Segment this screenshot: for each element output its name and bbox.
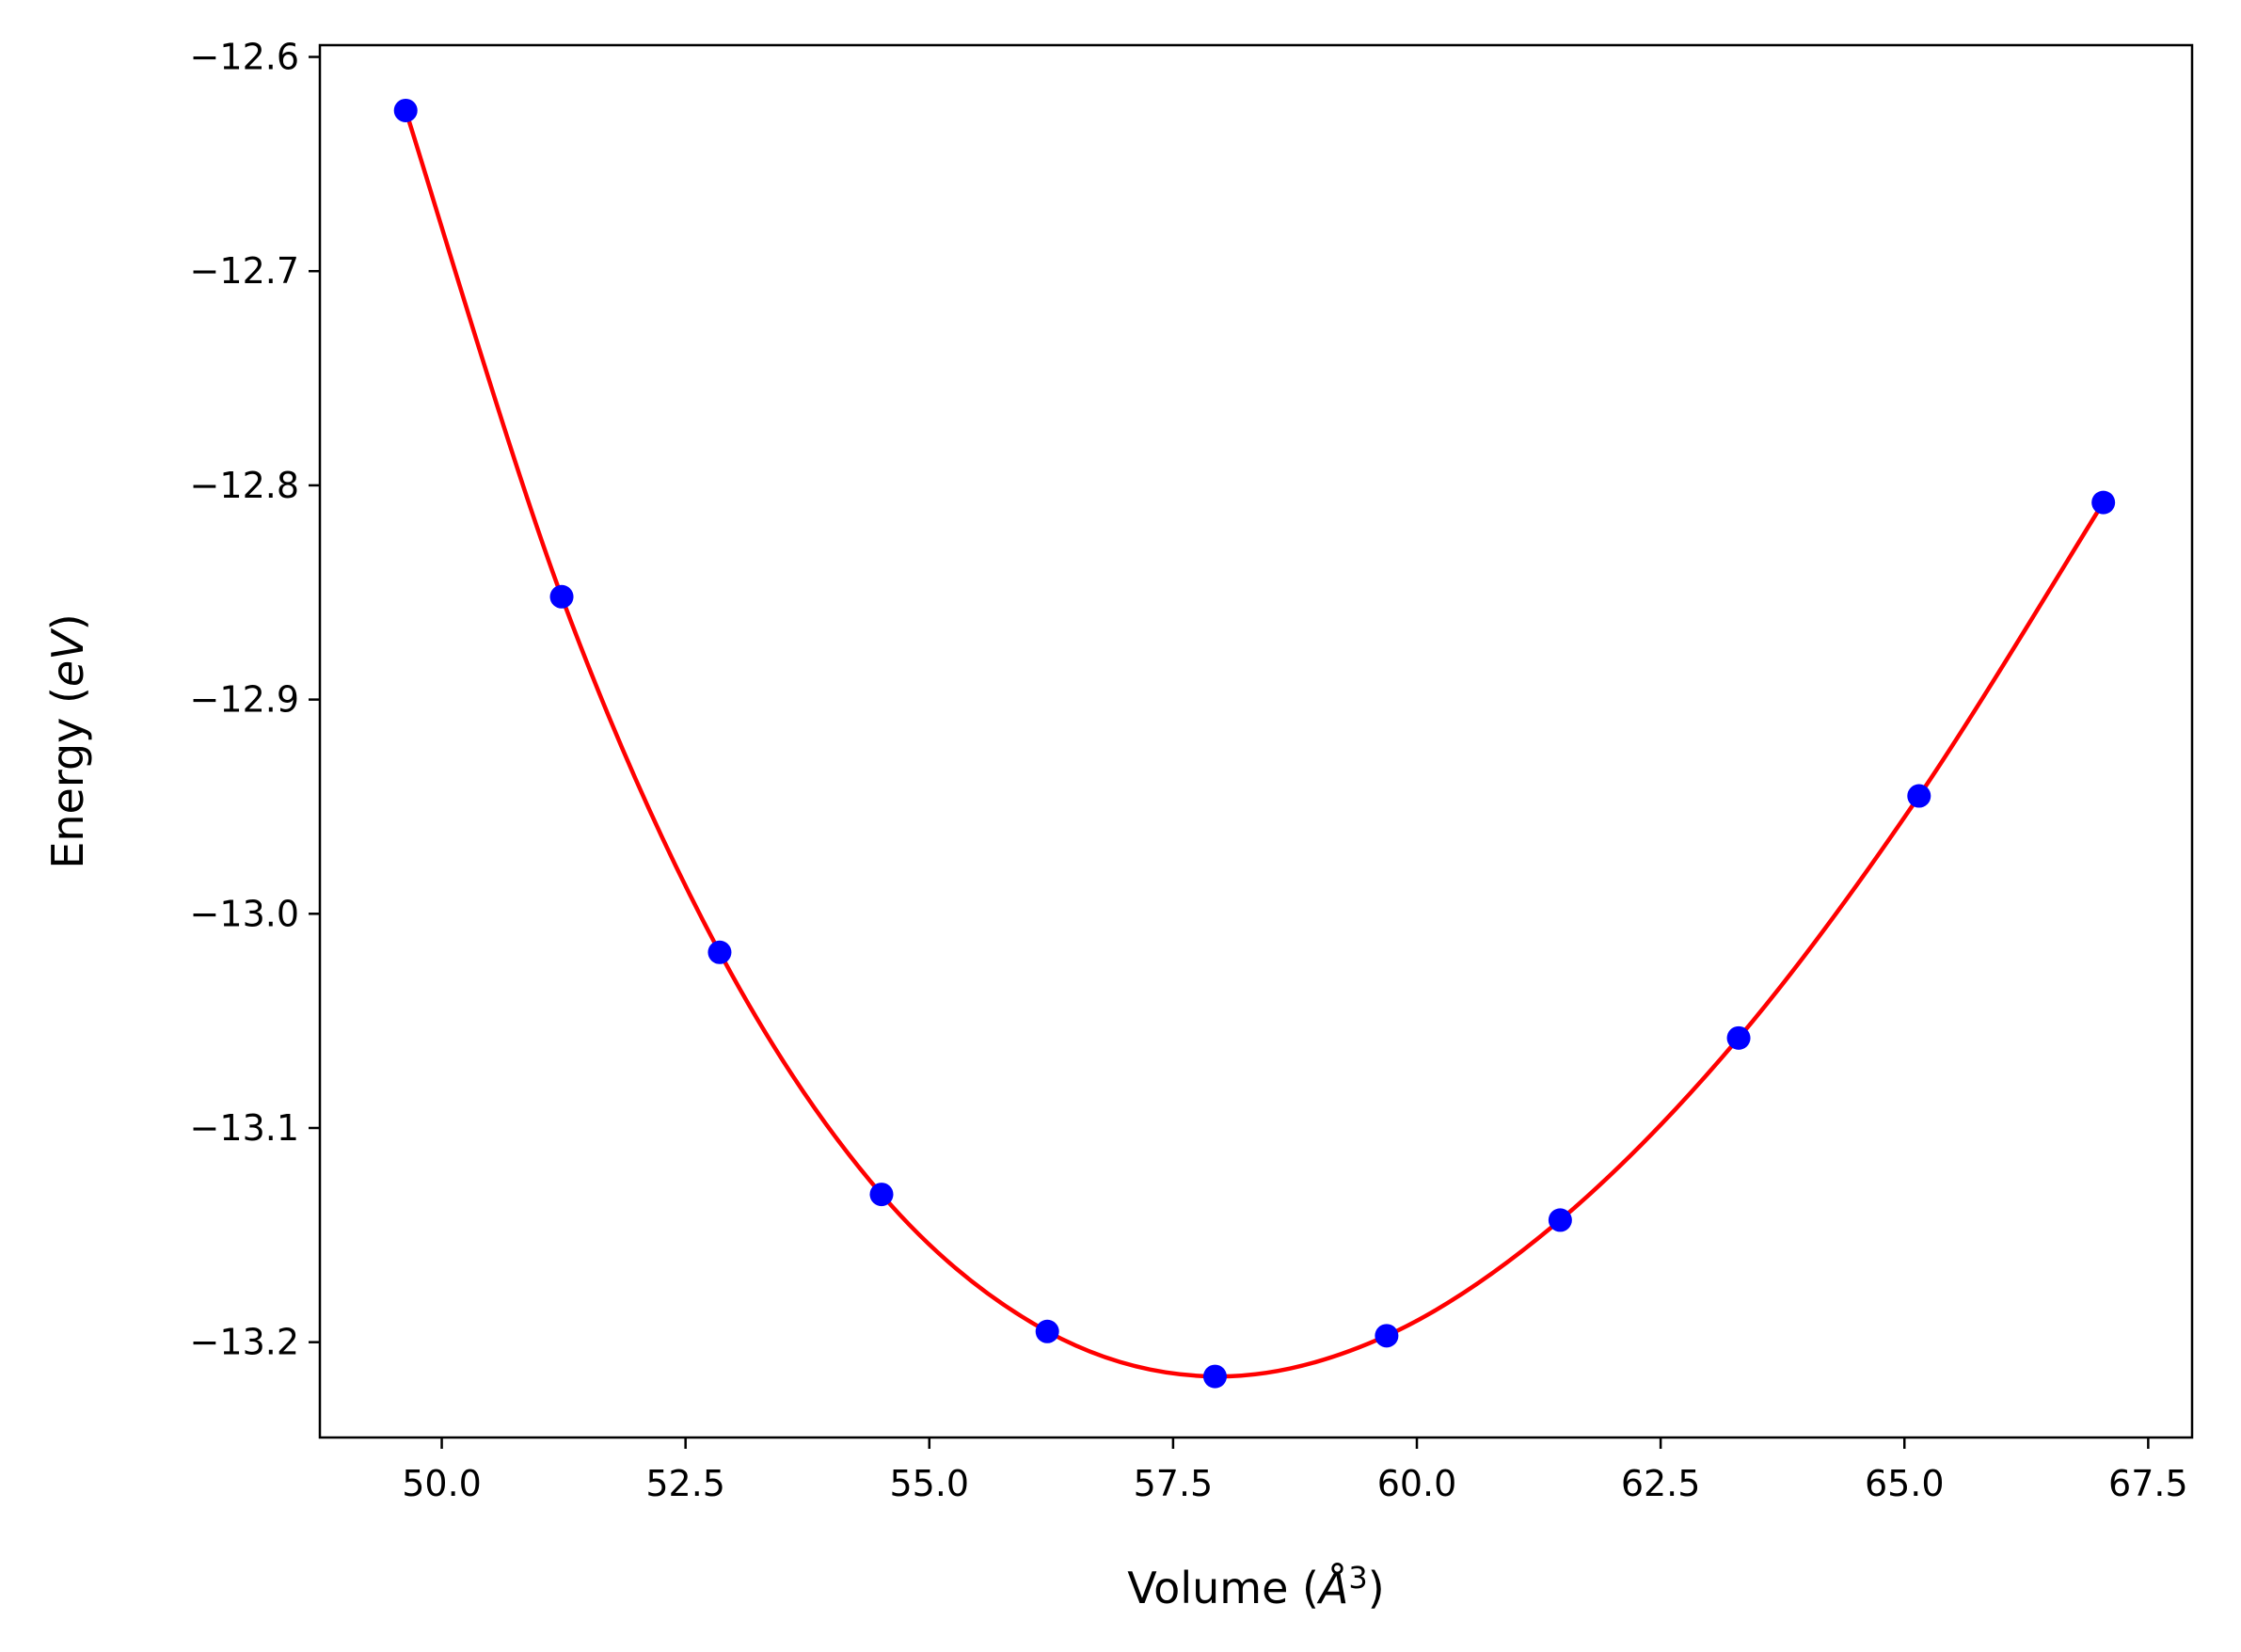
x-tick-label: 60.0	[1377, 1463, 1457, 1504]
x-tick-label: 62.5	[1621, 1463, 1701, 1504]
data-point	[1726, 1025, 1751, 1050]
x-axis-label: Volume (Å3)	[1127, 1560, 1384, 1613]
data-point	[393, 98, 418, 122]
data-point	[1035, 1319, 1059, 1343]
y-tick-label: −13.1	[190, 1107, 299, 1149]
x-tick-label: 50.0	[402, 1463, 482, 1504]
x-tick-label: 67.5	[2108, 1463, 2188, 1504]
y-axis-label-unit: eV	[42, 627, 93, 687]
plot-area	[393, 98, 2116, 1389]
y-axis-label-close: )	[42, 613, 93, 630]
y-axis-label-main: Energy (	[42, 687, 93, 869]
y-tick-label: −12.8	[190, 465, 299, 506]
data-point	[1202, 1364, 1227, 1389]
data-point	[1375, 1324, 1399, 1348]
y-tick-label: −12.7	[190, 250, 299, 292]
y-tick-label: −13.2	[190, 1322, 299, 1363]
x-axis-label-unit: Å	[1316, 1563, 1348, 1613]
data-point	[1907, 784, 1931, 808]
x-axis-label-main: Volume (	[1127, 1563, 1319, 1613]
axes-frame	[318, 43, 2194, 1439]
fit-curve	[403, 108, 2106, 1379]
data-point	[2091, 490, 2116, 515]
data-point	[707, 940, 732, 964]
x-tick-label: 57.5	[1134, 1463, 1214, 1504]
y-tick-label: −12.6	[190, 37, 299, 78]
x-axis-ticks: 50.0 52.5 55.0 57.5 60.0 62.5 65.0 67.5	[402, 1438, 2188, 1504]
x-axis-label-exponent: 3	[1348, 1560, 1367, 1596]
data-point	[549, 584, 574, 609]
y-tick-label: −12.9	[190, 679, 299, 721]
x-tick-label: 65.0	[1865, 1463, 1945, 1504]
data-point	[869, 1183, 894, 1207]
y-axis-label: Energy (eV)	[42, 613, 93, 868]
data-point	[1548, 1208, 1572, 1232]
x-tick-label: 52.5	[645, 1463, 725, 1504]
y-axis-ticks: −12.6 −12.7 −12.8 −12.9 −13.0 −13.1 −13.2	[190, 37, 320, 1363]
y-tick-label: −13.0	[190, 893, 299, 934]
x-axis-label-close: )	[1368, 1563, 1385, 1613]
x-tick-label: 55.0	[889, 1463, 969, 1504]
